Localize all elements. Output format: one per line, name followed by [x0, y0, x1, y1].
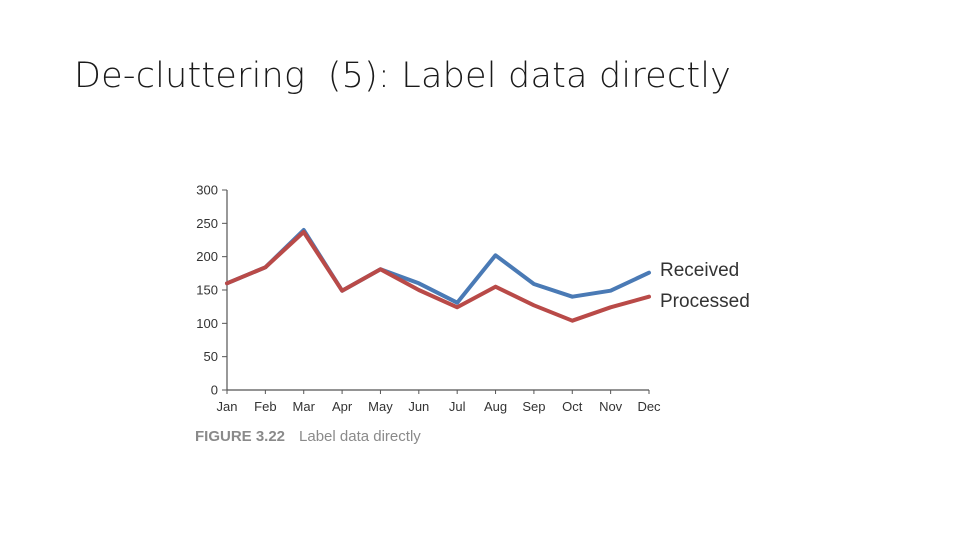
series-labels: Received Processed [660, 260, 750, 312]
x-tick-label: Apr [332, 399, 353, 414]
y-tick-label: 200 [196, 249, 218, 264]
y-tick-label: 50 [204, 349, 218, 364]
x-tick-label: Aug [484, 399, 507, 414]
chart-axes [226, 190, 649, 391]
y-axis-ticks: 0 50 100 150 200 250 300 [196, 183, 227, 398]
x-axis-ticks: Jan Feb Mar Apr May Jun Jul Aug Sep Oct Nov Dec [217, 390, 661, 414]
figure-number: FIGURE 3.22 [195, 428, 286, 445]
figure-caption-text: Label data directly [299, 428, 421, 445]
x-tick-label: Oct [562, 399, 583, 414]
x-tick-label: Nov [599, 399, 623, 414]
y-tick-label: 300 [196, 183, 218, 198]
y-tick-label: 0 [211, 383, 218, 398]
x-tick-label: Sep [522, 399, 545, 414]
x-tick-label: Jun [408, 399, 429, 414]
x-tick-label: Dec [637, 399, 661, 414]
y-tick-label: 150 [196, 283, 218, 298]
y-tick-label: 250 [196, 216, 218, 231]
chart-series [225, 228, 651, 323]
slide-title: De-cluttering (5): Label data directly [74, 56, 732, 96]
series-label-received: Received [660, 260, 739, 281]
x-tick-label: Feb [254, 399, 276, 414]
x-tick-label: Jul [449, 399, 466, 414]
series-label-processed: Processed [660, 291, 750, 312]
x-tick-label: Jan [217, 399, 238, 414]
figure-caption: FIGURE 3.22 Label data directly [195, 428, 421, 445]
series-line-processed [225, 230, 651, 323]
series-line-received [225, 228, 651, 305]
x-tick-label: Mar [293, 399, 316, 414]
y-tick-label: 100 [196, 316, 218, 331]
x-tick-label: May [368, 399, 393, 414]
